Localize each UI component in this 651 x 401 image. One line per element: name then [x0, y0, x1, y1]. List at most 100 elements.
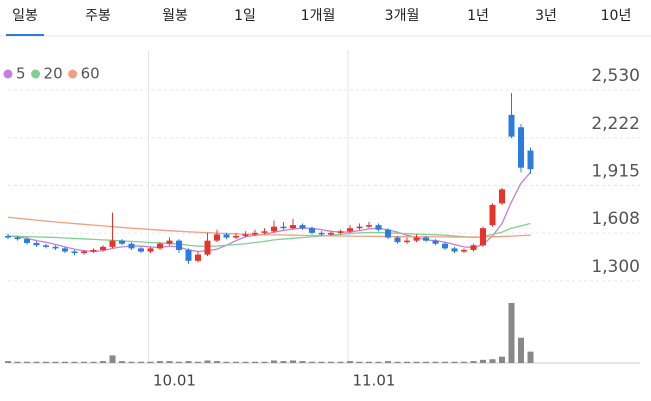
volume-bar	[52, 361, 59, 363]
candle-body	[166, 240, 173, 244]
volume-bar	[470, 361, 477, 363]
legend-label: 20	[44, 65, 63, 83]
tab[interactable]: 10년	[601, 8, 632, 24]
candle-body	[527, 150, 534, 170]
volume-bar	[109, 355, 116, 363]
volume-bar	[43, 361, 49, 363]
y-tick-label: 2,530	[591, 66, 640, 86]
volume-bar	[5, 361, 11, 363]
candle-body	[470, 245, 477, 250]
candle-body	[461, 249, 467, 252]
candle-body	[271, 226, 277, 232]
y-tick-label: 1,300	[591, 257, 640, 277]
volume-bar	[413, 361, 420, 363]
candle-body	[204, 240, 211, 255]
volume-bar	[442, 361, 448, 363]
volume-bar	[81, 361, 87, 363]
candle-body	[24, 239, 30, 243]
y-tick-label: 1,608	[591, 209, 640, 229]
candle-body	[309, 228, 315, 233]
volume-bar	[147, 361, 154, 363]
volume-bar	[432, 361, 439, 363]
volume-bar	[176, 361, 182, 363]
ma-line	[7, 222, 531, 248]
volume-bar	[499, 356, 505, 363]
candle-body	[157, 243, 163, 249]
candle-body	[261, 231, 268, 233]
candle-body	[138, 248, 144, 252]
tab[interactable]: 월봉	[162, 8, 188, 24]
volume-bar	[119, 361, 125, 363]
volume-bar	[461, 361, 467, 363]
tab[interactable]: 3년	[535, 8, 557, 24]
volume-bar	[14, 361, 21, 363]
candle-body	[508, 114, 515, 137]
tab[interactable]: 1일	[234, 8, 256, 24]
candle-body	[128, 243, 135, 249]
x-tick-label: 10.01	[153, 372, 196, 390]
candle-body	[290, 225, 296, 229]
tab[interactable]: 1년	[467, 8, 489, 24]
candle-body	[5, 235, 11, 238]
volume-bar	[518, 337, 524, 363]
volume-bar	[375, 361, 382, 363]
candle-body	[52, 246, 59, 249]
tab[interactable]: 주봉	[85, 8, 111, 24]
candle-body	[442, 243, 448, 249]
candle-body	[337, 231, 344, 233]
volume-bar	[185, 361, 192, 363]
volume-bar	[385, 361, 391, 363]
candle-body	[119, 240, 125, 244]
volume-bar	[394, 361, 401, 363]
y-tick-label: 2,222	[591, 114, 640, 134]
candle-body	[489, 204, 496, 226]
volume-bar	[299, 361, 306, 363]
volume-bar	[318, 361, 325, 363]
volume-bar	[157, 361, 163, 363]
candle-body	[100, 246, 106, 250]
volume-bar	[166, 361, 173, 363]
candle-body	[375, 225, 382, 230]
candle-body	[147, 248, 154, 252]
candle-body	[318, 232, 325, 235]
volume-bar	[71, 361, 78, 363]
volume-bar	[280, 361, 287, 363]
candle-body	[480, 228, 486, 246]
candle-body	[242, 234, 249, 236]
candle-body	[14, 237, 21, 240]
candle-body	[518, 127, 524, 168]
candle-body	[252, 232, 258, 235]
volume-bar	[328, 361, 334, 363]
legend-label: 5	[16, 65, 26, 83]
tab[interactable]: 1개월	[301, 8, 336, 24]
volume-bar	[223, 361, 230, 363]
tab[interactable]: 일봉	[12, 8, 38, 24]
volume-bar	[100, 361, 106, 363]
ma-line	[7, 216, 531, 238]
volume-bar	[290, 360, 296, 363]
candle-body	[43, 245, 49, 247]
candle-body	[33, 242, 40, 246]
candle-body	[499, 189, 505, 204]
candle-body	[328, 232, 334, 235]
x-tick-label: 11.01	[353, 372, 396, 390]
candle-body	[404, 240, 410, 243]
candle-body	[423, 237, 429, 241]
candle-body	[347, 228, 353, 232]
tab[interactable]: 3개월	[385, 8, 420, 24]
volume-bar	[404, 361, 410, 363]
volume-bar	[90, 361, 97, 363]
candle-body	[451, 248, 458, 252]
volume-bar	[423, 361, 429, 363]
candle-body	[195, 254, 201, 261]
volume-bar	[508, 303, 515, 363]
candle-body	[81, 251, 87, 254]
candle-body	[432, 240, 439, 244]
candle-body	[185, 249, 192, 261]
candle-body	[385, 229, 391, 238]
volume-bar	[242, 361, 249, 363]
volume-bar	[24, 361, 30, 363]
volume-bar	[138, 361, 144, 363]
candle-body	[62, 248, 68, 252]
volume-bar	[309, 361, 315, 363]
